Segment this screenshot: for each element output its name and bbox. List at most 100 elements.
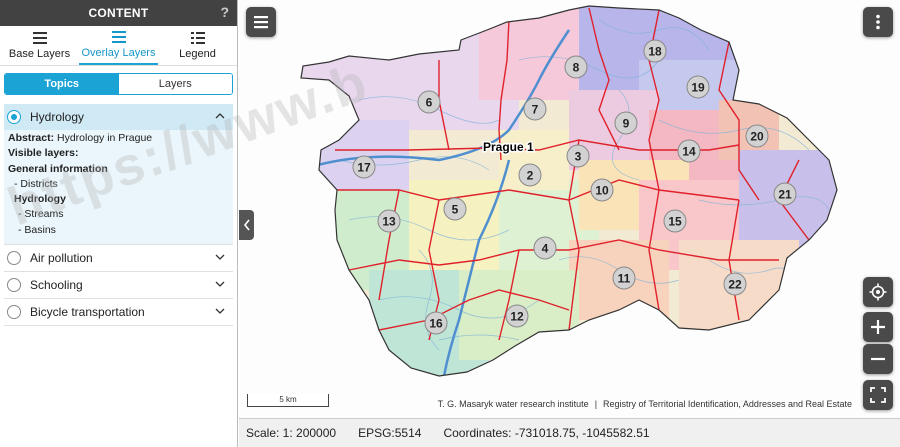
district-marker-21[interactable]: 21 <box>773 182 797 206</box>
more-options-button[interactable] <box>863 7 893 37</box>
topic-header[interactable]: Hydrology <box>4 104 233 130</box>
marker-circle[interactable] <box>566 144 590 168</box>
district-marker-19[interactable]: 19 <box>686 75 710 99</box>
marker-label: 5 <box>452 203 459 217</box>
tab-overlay-layers[interactable]: Overlay Layers <box>79 26 158 65</box>
district-marker-14[interactable]: 14 <box>677 139 701 163</box>
marker-label: 22 <box>728 278 742 292</box>
map-canvas[interactable]: 2 3 4 5 6 7 8 9 10 11 12 13 14 15 16 17 18 19 20 21 22 Pragu… <box>239 0 900 418</box>
district-marker-2[interactable]: 2 <box>518 163 542 187</box>
marker-label: 8 <box>573 61 580 75</box>
topic-air-pollution[interactable]: Air pollution <box>4 245 233 273</box>
zoom-in-button[interactable] <box>863 312 893 342</box>
topics-button[interactable]: Topics <box>5 74 119 94</box>
radio-unselected[interactable] <box>7 251 21 266</box>
marker-label: 13 <box>382 215 396 229</box>
scale-bar: 5 km <box>247 394 329 407</box>
collapse-panel-button[interactable] <box>239 210 254 240</box>
layers-button[interactable]: Layers <box>118 74 232 94</box>
marker-circle[interactable] <box>745 124 769 148</box>
district-marker-4[interactable]: 4 <box>533 236 557 260</box>
marker-circle[interactable] <box>677 139 701 163</box>
marker-circle[interactable] <box>614 111 638 135</box>
help-button[interactable]: ? <box>220 4 229 20</box>
city-outline <box>300 5 838 377</box>
district-marker-17[interactable]: 17 <box>352 155 376 179</box>
district-marker-10[interactable]: 10 <box>590 178 614 202</box>
district-marker-3[interactable]: 3 <box>566 144 590 168</box>
marker-label: 15 <box>668 215 682 229</box>
radio-unselected[interactable] <box>7 278 21 293</box>
district-marker-11[interactable]: 11 <box>612 266 636 290</box>
fullscreen-button[interactable] <box>863 380 893 410</box>
marker-circle[interactable] <box>533 236 557 260</box>
chevron-down-icon[interactable] <box>215 279 225 289</box>
panel-title: CONTENT <box>88 6 149 20</box>
topic-header[interactable]: Schooling <box>4 272 233 298</box>
district-marker-5[interactable]: 5 <box>443 197 467 221</box>
chevron-left-icon <box>243 219 250 231</box>
layer-streams: - Streams <box>18 208 64 221</box>
attribution-separator: | <box>594 399 598 409</box>
district-marker-7[interactable]: 7 <box>523 97 547 121</box>
topic-schooling[interactable]: Schooling <box>4 272 233 300</box>
marker-circle[interactable] <box>564 55 588 79</box>
panel-tabs: Base Layers Overlay Layers Legend <box>0 26 237 66</box>
marker-circle[interactable] <box>352 155 376 179</box>
river-vltava <box>301 29 571 172</box>
layer-districts: - Districts <box>14 177 58 190</box>
marker-label: 16 <box>429 317 443 331</box>
attribution: T. G. Masaryk water research institute | R… <box>438 399 852 409</box>
marker-circle[interactable] <box>643 39 667 63</box>
topic-hydrology[interactable]: Hydrology Abstract: Hydrology in Prague … <box>4 104 233 246</box>
district-marker-16[interactable]: 16 <box>424 311 448 335</box>
topic-bicycle-transportation[interactable]: Bicycle transportation <box>4 299 233 327</box>
marker-label: 19 <box>691 81 705 95</box>
marker-circle[interactable] <box>773 182 797 206</box>
attribution-source-2[interactable]: Registry of Territorial Identification, … <box>603 399 852 409</box>
tab-base-layers[interactable]: Base Layers <box>0 26 79 65</box>
marker-circle[interactable] <box>443 197 467 221</box>
topic-header[interactable]: Bicycle transportation <box>4 299 233 325</box>
topic-header[interactable]: Air pollution <box>4 245 233 271</box>
district-marker-20[interactable]: 20 <box>745 124 769 148</box>
marker-label: 18 <box>648 45 662 59</box>
marker-label: 4 <box>542 242 549 256</box>
tab-legend[interactable]: Legend <box>158 26 237 65</box>
marker-circle[interactable] <box>424 311 448 335</box>
marker-label: 3 <box>575 150 582 164</box>
district-marker-12[interactable]: 12 <box>505 304 529 328</box>
marker-circle[interactable] <box>417 90 441 114</box>
scale-readout: Scale: 1: 200000 <box>246 426 337 440</box>
chevron-up-icon <box>215 113 225 119</box>
district-marker-8[interactable]: 8 <box>564 55 588 79</box>
radio-unselected[interactable] <box>7 305 21 320</box>
marker-circle[interactable] <box>518 163 542 187</box>
marker-circle[interactable] <box>590 178 614 202</box>
marker-circle[interactable] <box>523 97 547 121</box>
locate-button[interactable] <box>863 277 893 307</box>
marker-label: 12 <box>510 310 524 324</box>
topic-label: Schooling <box>30 278 83 293</box>
district-marker-13[interactable]: 13 <box>377 209 401 233</box>
marker-label: 9 <box>623 117 630 131</box>
marker-circle[interactable] <box>612 266 636 290</box>
marker-circle[interactable] <box>723 272 747 296</box>
topic-label: Air pollution <box>30 251 93 266</box>
district-marker-18[interactable]: 18 <box>643 39 667 63</box>
district-marker-6[interactable]: 6 <box>417 90 441 114</box>
chevron-down-icon[interactable] <box>215 252 225 262</box>
chevron-down-icon[interactable] <box>215 306 225 316</box>
radio-selected[interactable] <box>7 110 21 124</box>
attribution-source-1[interactable]: T. G. Masaryk water research institute <box>437 399 589 409</box>
district-marker-22[interactable]: 22 <box>723 272 747 296</box>
zoom-out-button[interactable] <box>863 344 893 374</box>
marker-circle[interactable] <box>686 75 710 99</box>
marker-circle[interactable] <box>663 209 687 233</box>
district-marker-9[interactable]: 9 <box>614 111 638 135</box>
group-general-information: General information <box>8 162 108 175</box>
menu-button[interactable] <box>246 7 276 37</box>
marker-circle[interactable] <box>377 209 401 233</box>
marker-circle[interactable] <box>505 304 529 328</box>
district-marker-15[interactable]: 15 <box>663 209 687 233</box>
